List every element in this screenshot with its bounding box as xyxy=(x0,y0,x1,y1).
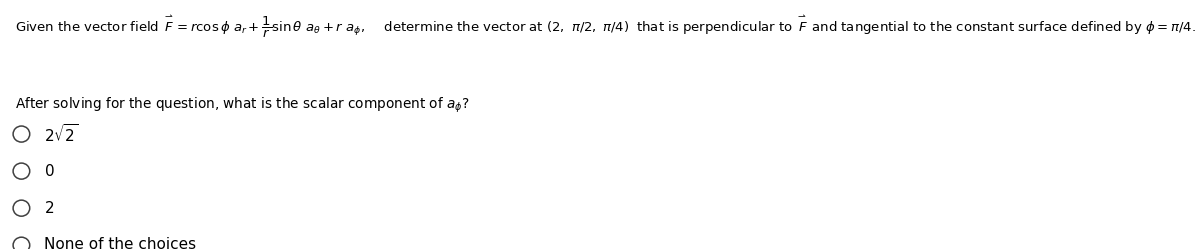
Text: Given the vector field $\overset{\rightharpoonup}{F}=r\cos\phi\ a_r+\dfrac{1}{r}: Given the vector field $\overset{\righth… xyxy=(16,12,1195,40)
Text: $2\sqrt{2}$: $2\sqrt{2}$ xyxy=(44,123,79,145)
Text: $0$: $0$ xyxy=(44,163,55,179)
Text: $2$: $2$ xyxy=(44,200,54,216)
Text: After solving for the question, what is the scalar component of $a_{\phi}$?: After solving for the question, what is … xyxy=(16,96,470,115)
Text: None of the choices: None of the choices xyxy=(44,237,196,249)
